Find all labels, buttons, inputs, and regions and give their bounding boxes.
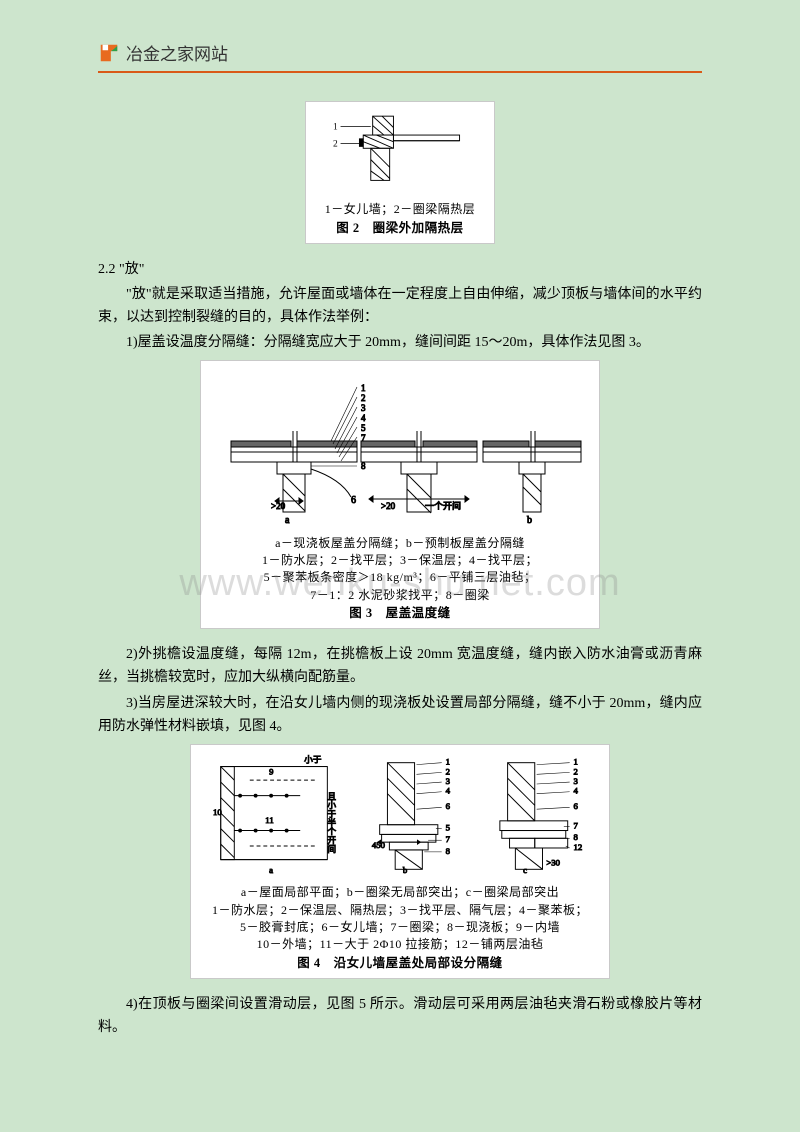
svg-text:小于: 小于 [304,754,322,764]
para-item-1: 1)屋盖设温度分隔缝：分隔缝宽应大于 20mm，缝间间距 15～20m，具体作法… [98,331,702,354]
section-2-2-heading: 2.2 "放" [98,258,702,281]
site-name: 冶金之家网站 [126,40,228,65]
svg-text:7: 7 [574,820,579,830]
page-header: 冶金之家网站 [98,40,702,73]
svg-text:1: 1 [574,756,578,766]
svg-text:4: 4 [361,413,366,423]
para-item-2: 2)外挑檐设温度缝，每隔 12m，在挑檐板上设 20mm 宽温度缝，缝内嵌入防水… [98,643,702,689]
svg-text:>20: >20 [381,501,396,511]
svg-text:2: 2 [446,766,450,776]
para-intro: "放"就是采取适当措施，允许屋面或墙体在一定程度上自由伸缩，减少顶板与墙体间的水… [98,283,702,329]
svg-text:1: 1 [446,756,450,766]
svg-text:9: 9 [269,766,273,776]
svg-text:一个开间: 一个开间 [425,500,461,511]
svg-text:10: 10 [213,807,222,817]
svg-text:5: 5 [361,423,366,433]
svg-text:且小于半个开间: 且小于半个开间 [326,791,336,853]
svg-text:8: 8 [361,461,366,471]
svg-text:a: a [285,515,290,526]
fig2-title: 图 2 圈梁外加隔热层 [316,219,484,237]
para-item-4: 4)在顶板与圈梁间设置滑动层，见图 5 所示。滑动层可采用两层油毡夹滑石粉或橡胶… [98,993,702,1039]
svg-text:6: 6 [446,801,451,811]
figure-3-diagram: a >20 6 >20 [211,369,591,529]
fig3-l3: 7－1：2 水泥砂浆找平；8－圈梁 [211,587,589,604]
svg-text:6: 6 [574,801,579,811]
site-logo-icon [98,42,120,64]
svg-text:6: 6 [351,495,356,506]
fig2-legend: 1－女儿墙；2－圈梁隔热层 [316,201,484,218]
svg-text:5: 5 [446,822,451,832]
svg-text:7: 7 [446,834,451,844]
fig4-title: 图 4 沿女儿墙屋盖处局部设分隔缝 [201,954,599,972]
svg-text:2: 2 [333,139,338,149]
fig4-l1: 1－防水层；2－保温层、隔热层；3－找平层、隔气层；4－聚苯板； [201,902,599,919]
svg-text:1: 1 [333,122,338,132]
svg-text:8: 8 [446,846,451,856]
fig3-l2: 5－聚苯板条密度＞18 kg/m³；6－平铺三层油毡； [211,569,589,586]
fig3-l1: 1－防水层；2－找平层；3－保温层；4－找平层； [211,552,589,569]
figure-2: 1 2 1－女儿墙；2－圈梁隔热层 图 2 圈梁外加隔热层 [305,101,495,244]
svg-text:c: c [523,865,527,875]
fig4-l2: 5－胶膏封底；6－女儿墙；7－圈梁；8－现浇板；9－内墙 [201,919,599,936]
svg-text:11: 11 [265,815,273,825]
figure-4: 9 10 11 小于 且小于半个开间 a 1 2 [190,744,610,979]
figure-3: a >20 6 >20 [200,360,600,629]
svg-text:2: 2 [574,766,578,776]
svg-text:8: 8 [574,832,579,842]
svg-text:2: 2 [361,393,366,403]
svg-text:12: 12 [574,842,583,852]
fig4-l3: 10－外墙；11－大于 2Φ10 拉接筋；12－铺两层油毡 [201,936,599,953]
svg-text:a: a [269,865,273,875]
fig3-title: 图 3 屋盖温度缝 [211,604,589,622]
figure-4-diagram: 9 10 11 小于 且小于半个开间 a 1 2 [201,753,601,879]
svg-text:4: 4 [446,785,451,795]
para-item-3: 3)当房屋进深较大时，在沿女儿墙内侧的现浇板处设置局部分隔缝，缝不小于 20mm… [98,692,702,738]
svg-text:3: 3 [446,776,451,786]
svg-text:4: 4 [574,785,579,795]
svg-text:3: 3 [574,776,579,786]
svg-text:1: 1 [361,383,366,393]
fig3-ab: a－现浇板屋盖分隔缝；b－预制板屋盖分隔缝 [211,535,589,552]
svg-text:>30: >30 [546,857,560,867]
figure-2-diagram: 1 2 [316,110,486,196]
svg-text:b: b [403,865,408,875]
fig4-ab: a－屋面局部平面；b－圈梁无局部突出；c－圈梁局部突出 [201,884,599,901]
svg-text:7: 7 [361,433,366,443]
svg-text:b: b [527,515,532,526]
svg-text:3: 3 [361,403,366,413]
